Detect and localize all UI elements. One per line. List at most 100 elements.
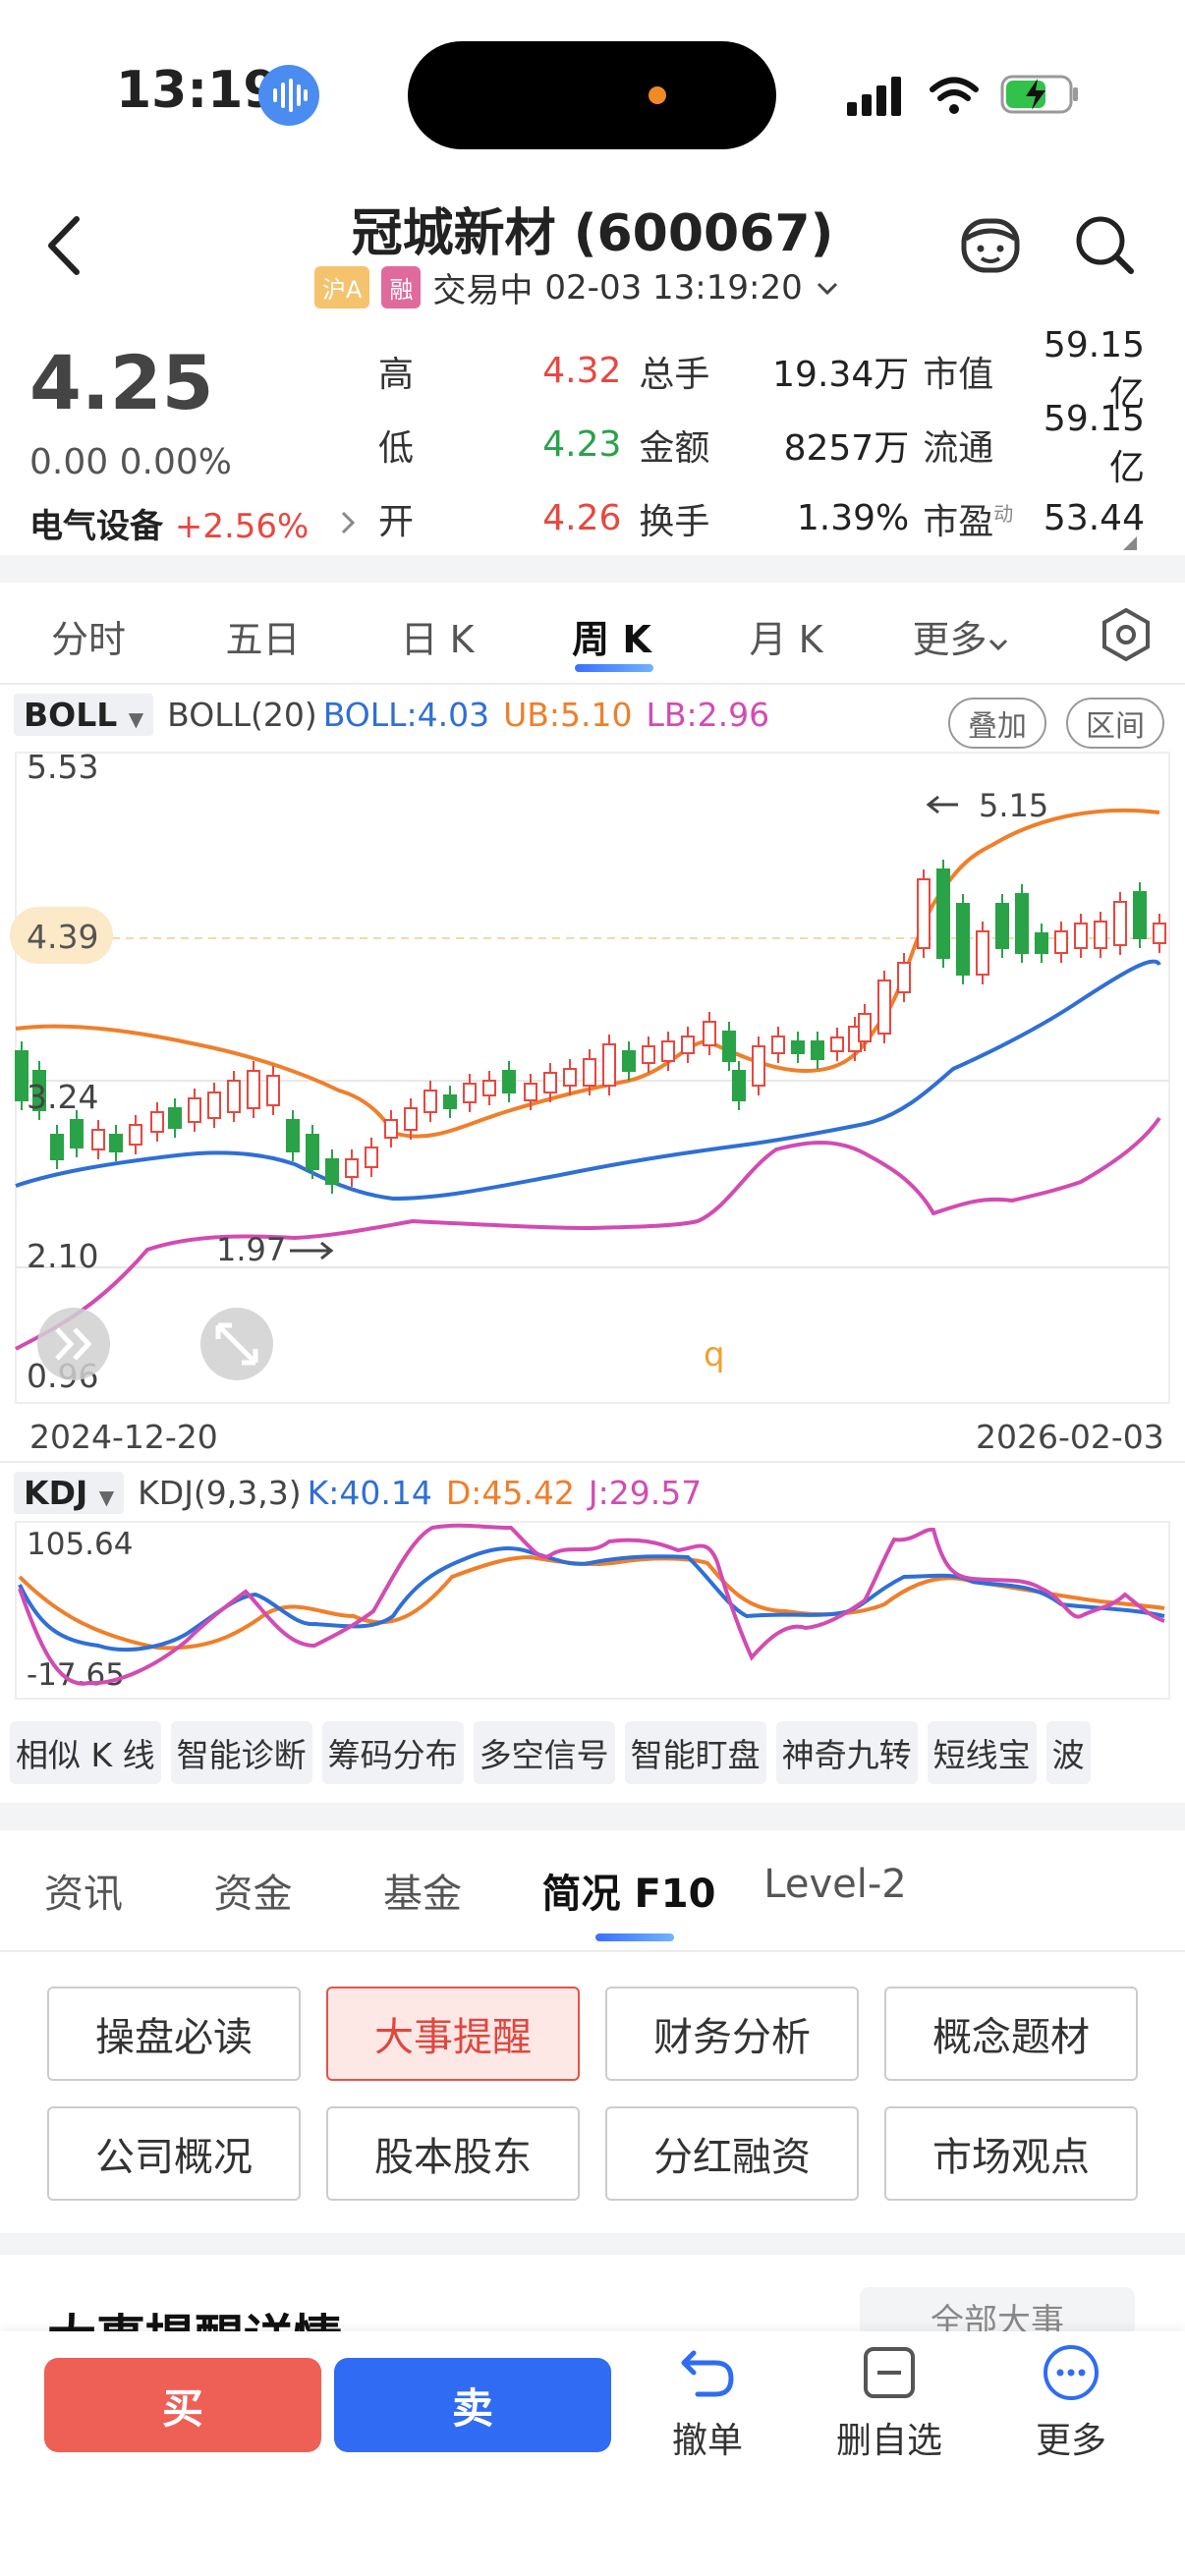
- tool-long-short-signal[interactable]: 多空信号: [473, 1721, 615, 1784]
- back-icon[interactable]: [39, 211, 88, 284]
- annotation-low-text: 1.97: [216, 1231, 286, 1268]
- quote-label: 低: [378, 427, 415, 469]
- expand-corner-icon[interactable]: [1123, 535, 1137, 554]
- candle-body: [622, 1050, 636, 1072]
- boll-params: BOLL(20): [167, 696, 317, 734]
- candle-body: [15, 1050, 28, 1101]
- tools-row: 相似 K 线 智能诊断 筹码分布 多空信号 智能盯盘 神奇九转 短线宝 波: [10, 1721, 1091, 1784]
- tab-funds[interactable]: 资金: [213, 1872, 293, 1917]
- page-title: 冠城新材 (600067): [351, 204, 834, 263]
- candle-body: [129, 1124, 142, 1146]
- tab-intraday[interactable]: 分时: [50, 618, 126, 661]
- sector-name: 电气设备: [29, 507, 163, 546]
- divider: [0, 555, 1185, 583]
- candle-body: [703, 1021, 716, 1046]
- btn-concepts[interactable]: 概念题材: [884, 1987, 1138, 2081]
- candle-body: [384, 1119, 398, 1139]
- quote-value: 4.32: [542, 351, 622, 391]
- btn-major-events[interactable]: 大事提醒: [326, 1987, 580, 2081]
- weekly-k-chart[interactable]: 4.39 5.53 3.24 2.10 0.96 5.15 1.97 q: [0, 747, 1185, 1425]
- buy-button[interactable]: 买: [44, 2358, 321, 2452]
- boll-ub: UB:5.10: [503, 696, 633, 734]
- chart-settings-icon[interactable]: [1099, 607, 1154, 666]
- quote-label: 开: [378, 501, 415, 542]
- tab-f10[interactable]: 简况 F10: [541, 1872, 716, 1917]
- candle-body: [732, 1070, 746, 1101]
- sector-link[interactable]: 电气设备 +2.56%: [29, 499, 358, 547]
- sell-button[interactable]: 卖: [334, 2358, 611, 2452]
- candle-body: [463, 1083, 477, 1103]
- f10-button-grid: 操盘必读 大事提醒 财务分析 概念题材 公司概况 股本股东 分红融资 市场观点: [47, 1987, 1138, 2201]
- active-tab-indicator: [575, 664, 653, 672]
- btn-financial-analysis[interactable]: 财务分析: [605, 1987, 859, 2081]
- active-tab-indicator: [595, 1933, 674, 1941]
- search-icon[interactable]: [1074, 214, 1137, 281]
- divider: [0, 1803, 1185, 1830]
- tab-five-day[interactable]: 五日: [225, 618, 301, 661]
- boll-lb: LB:2.96: [646, 696, 770, 734]
- tool-smart-diagnosis[interactable]: 智能诊断: [170, 1721, 312, 1784]
- event-filter-dropdown[interactable]: 全部大事: [860, 2287, 1135, 2336]
- tab-news[interactable]: 资讯: [44, 1872, 123, 1917]
- candle-body: [1133, 891, 1147, 939]
- candle-body: [936, 868, 950, 959]
- chevron-down-icon[interactable]: [815, 268, 840, 308]
- pe-label: 市盈: [923, 501, 994, 542]
- btn-company-overview[interactable]: 公司概况: [47, 2106, 301, 2201]
- price-change: 0.00 0.00%: [29, 442, 232, 482]
- candle-body: [1113, 901, 1127, 946]
- divider: [0, 2233, 1185, 2255]
- remove-watchlist-action[interactable]: 删自选: [820, 2343, 958, 2463]
- kdj-d: D:45.42: [445, 1474, 575, 1512]
- tab-weekly-k[interactable]: 周 K: [572, 618, 651, 661]
- candle-body: [877, 980, 891, 1035]
- tab-level2[interactable]: Level-2: [763, 1862, 907, 1907]
- candle-body: [1153, 923, 1166, 944]
- candlesticks: [15, 860, 1166, 1194]
- tool-chip-distribution[interactable]: 筹码分布: [321, 1721, 464, 1784]
- overlay-button[interactable]: 叠加: [948, 698, 1046, 749]
- expand-chart-icon[interactable]: [200, 1308, 273, 1380]
- kdj-k: K:40.14: [307, 1474, 432, 1512]
- dynamic-island: [408, 41, 776, 149]
- kdj-j-line: [18, 1523, 1165, 1686]
- candle-body: [681, 1036, 695, 1054]
- candle-body: [266, 1075, 280, 1106]
- tab-monthly-k[interactable]: 月 K: [749, 618, 823, 661]
- tool-partial[interactable]: 波: [1045, 1721, 1091, 1784]
- tab-fund[interactable]: 基金: [383, 1872, 462, 1917]
- range-button[interactable]: 区间: [1066, 698, 1164, 749]
- indicator-select-boll[interactable]: BOLL ▼: [14, 694, 154, 736]
- annotation-high-text: 5.15: [979, 787, 1048, 824]
- quote-label: 金额: [639, 427, 710, 469]
- tab-daily-k[interactable]: 日 K: [400, 618, 475, 661]
- tool-smart-watch[interactable]: 智能盯盘: [624, 1721, 766, 1784]
- date-end: 2026-02-03: [976, 1418, 1164, 1456]
- tab-more[interactable]: 更多: [875, 609, 1046, 663]
- btn-dividends[interactable]: 分红融资: [605, 2106, 859, 2201]
- candle-body: [188, 1097, 201, 1123]
- candle-body: [524, 1083, 537, 1101]
- tool-magic-nine[interactable]: 神奇九转: [775, 1721, 918, 1784]
- candle-body: [247, 1070, 260, 1109]
- kdj-chart[interactable]: 105.64 -17.65: [0, 1518, 1185, 1705]
- quote-value: 8257万: [783, 427, 910, 469]
- btn-market-views[interactable]: 市场观点: [884, 2106, 1138, 2201]
- more-action[interactable]: 更多: [1002, 2343, 1140, 2463]
- robot-assistant-icon[interactable]: [958, 211, 1023, 284]
- candle-body: [771, 1036, 785, 1054]
- date-start: 2024-12-20: [29, 1418, 218, 1456]
- section-title: 大事提醒详情: [47, 2299, 342, 2333]
- fast-forward-icon[interactable]: [37, 1308, 110, 1380]
- tool-short-line[interactable]: 短线宝: [927, 1721, 1037, 1784]
- signal-icon: [847, 77, 906, 120]
- btn-trading-guide[interactable]: 操盘必读: [47, 1987, 301, 2081]
- candle-body: [1015, 893, 1029, 954]
- tool-similar-k[interactable]: 相似 K 线: [10, 1721, 161, 1784]
- btn-shareholders[interactable]: 股本股东: [326, 2106, 580, 2201]
- indicator-select-kdj[interactable]: KDJ ▼: [14, 1472, 125, 1514]
- divider: [0, 1950, 1185, 1952]
- cancel-order-action[interactable]: 撤单: [639, 2343, 776, 2463]
- candle-body: [168, 1107, 182, 1129]
- kdj-legend: KDJ ▼ KDJ(9,3,3) K:40.14 D:45.42 J:29.57: [14, 1472, 702, 1514]
